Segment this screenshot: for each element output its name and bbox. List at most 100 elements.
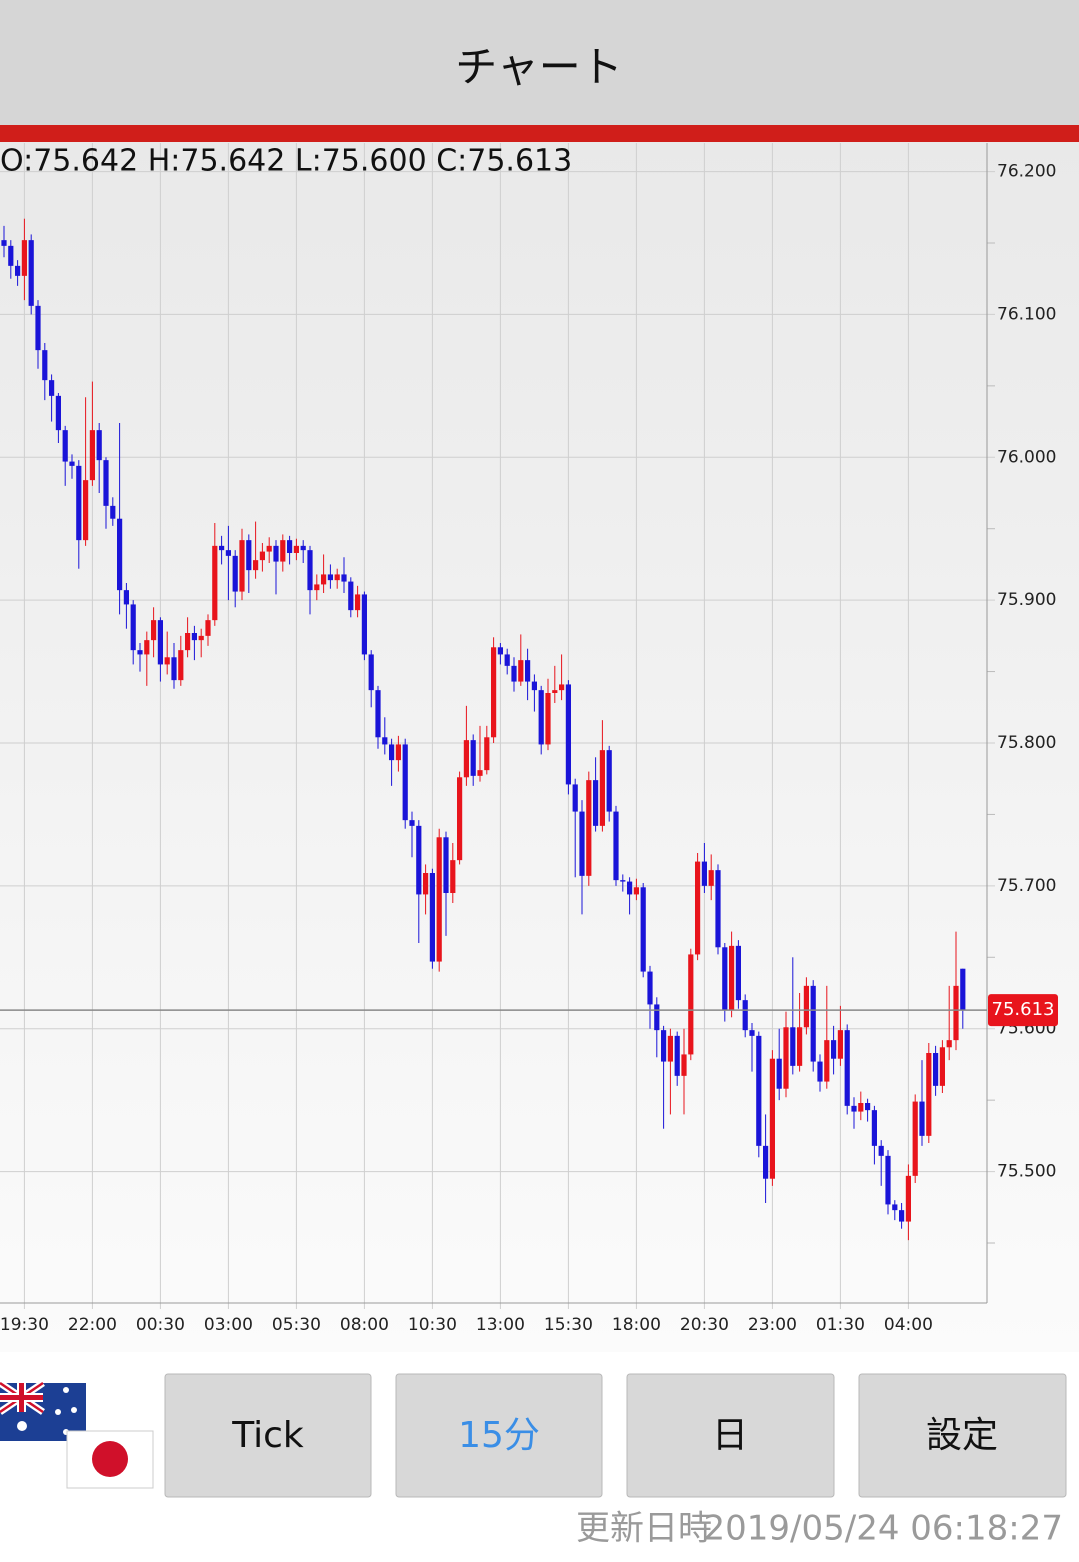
candle-body xyxy=(871,1110,877,1146)
x-tick-label: 05:30 xyxy=(272,1315,321,1335)
candle-body xyxy=(69,461,75,466)
button-label[interactable]: 設定 xyxy=(926,1415,998,1456)
x-tick-label: 18:00 xyxy=(612,1315,661,1335)
candle-body xyxy=(729,945,735,1011)
button-bg[interactable] xyxy=(395,1373,603,1498)
candle-body xyxy=(837,1030,843,1059)
candle-body xyxy=(21,240,27,276)
candle-body xyxy=(701,861,707,886)
candle-body xyxy=(259,551,265,561)
button-label[interactable]: 15分 xyxy=(458,1415,540,1456)
candle-body xyxy=(436,837,442,962)
candle-body xyxy=(314,584,320,591)
button-bg[interactable] xyxy=(164,1373,372,1498)
candle-body xyxy=(348,581,354,611)
y-tick-label: 76.100 xyxy=(997,304,1056,324)
tick-button[interactable]: Tick xyxy=(164,1373,372,1498)
candle-body xyxy=(137,650,143,655)
candle-body xyxy=(76,465,82,541)
candle-body xyxy=(368,654,374,691)
candle-body xyxy=(123,590,129,605)
candle-body xyxy=(878,1145,884,1156)
candle-body xyxy=(89,430,95,481)
candle-body xyxy=(586,780,592,876)
chart: 76.200 76.100 76.000 75.900 75.800 75.700 75.6… xyxy=(0,143,1058,1335)
candle-body xyxy=(470,740,476,776)
y-tick-label: 75.500 xyxy=(997,1162,1056,1182)
candle-body xyxy=(892,1204,898,1211)
candle-body xyxy=(735,945,741,1001)
candle-body xyxy=(151,620,157,641)
candle-body xyxy=(797,1027,803,1066)
settings-button[interactable]: 設定 xyxy=(858,1373,1067,1498)
candle-body xyxy=(593,780,599,826)
candle-body xyxy=(205,620,211,636)
candle-body xyxy=(810,985,816,1062)
15min-button[interactable]: 15分 xyxy=(395,1373,603,1498)
candle-body xyxy=(457,777,463,861)
x-tick-label: 20:30 xyxy=(680,1315,729,1335)
candle-body xyxy=(35,305,41,351)
candle-body xyxy=(429,873,435,962)
candle-body xyxy=(865,1103,871,1111)
candle-body xyxy=(15,265,21,276)
accent-bar xyxy=(0,125,1079,142)
candle-body xyxy=(484,737,490,771)
candle-body xyxy=(321,574,327,585)
button-bg[interactable] xyxy=(626,1373,835,1498)
button-label[interactable]: 日 xyxy=(712,1415,748,1456)
candle-body xyxy=(640,887,646,972)
last-price-label: 75.613 xyxy=(992,999,1055,1020)
candle-body xyxy=(212,545,218,621)
candle-body xyxy=(763,1145,769,1179)
candle-body xyxy=(450,860,456,893)
candle-body xyxy=(613,811,619,881)
update-label: 更新日時 xyxy=(576,1509,712,1549)
candle-body xyxy=(647,971,653,1005)
candle-body xyxy=(817,1061,823,1082)
update-time: 2019/05/24 06:18:27 xyxy=(704,1509,1063,1549)
button-bg[interactable] xyxy=(858,1373,1067,1498)
candle-body xyxy=(824,1040,830,1082)
candle-body xyxy=(912,1101,918,1176)
x-tick-label: 22:00 xyxy=(68,1315,117,1335)
candle-body xyxy=(355,594,361,611)
candle-body xyxy=(232,555,238,592)
x-tick-label: 23:00 xyxy=(748,1315,797,1335)
candle-body xyxy=(939,1047,945,1086)
candle-body xyxy=(559,684,565,691)
candle-body xyxy=(695,861,701,955)
candle-body xyxy=(661,1030,667,1062)
candle-body xyxy=(749,1030,755,1036)
candle-body xyxy=(191,633,197,641)
candle-body xyxy=(491,647,497,738)
candle-body xyxy=(933,1053,939,1086)
candle-body xyxy=(511,665,517,682)
candle-body xyxy=(620,880,626,882)
candle-body xyxy=(919,1101,925,1136)
candle-body xyxy=(110,505,116,519)
candle-body xyxy=(83,480,89,541)
x-tick-label: 04:00 xyxy=(884,1315,933,1335)
candle-body xyxy=(307,550,313,591)
candle-body xyxy=(219,545,225,551)
candle-body xyxy=(627,881,633,895)
x-tick-label: 01:30 xyxy=(816,1315,865,1335)
x-tick-label: 15:30 xyxy=(544,1315,593,1335)
candle-body xyxy=(96,430,102,461)
candle-body xyxy=(545,693,551,745)
button-label[interactable]: Tick xyxy=(231,1415,304,1456)
x-tick-label: 08:00 xyxy=(340,1315,389,1335)
candle-body xyxy=(266,545,272,552)
x-tick-label: 13:00 xyxy=(476,1315,525,1335)
day-button[interactable]: 日 xyxy=(626,1373,835,1498)
y-tick-label: 75.700 xyxy=(997,876,1056,896)
y-tick-label: 76.200 xyxy=(997,162,1056,182)
candle-body xyxy=(654,1004,660,1031)
candle-body xyxy=(525,660,531,682)
candle-body xyxy=(742,1000,748,1031)
candle-body xyxy=(28,240,34,306)
candle-body xyxy=(715,870,721,948)
last-price-tag xyxy=(988,994,1058,1027)
